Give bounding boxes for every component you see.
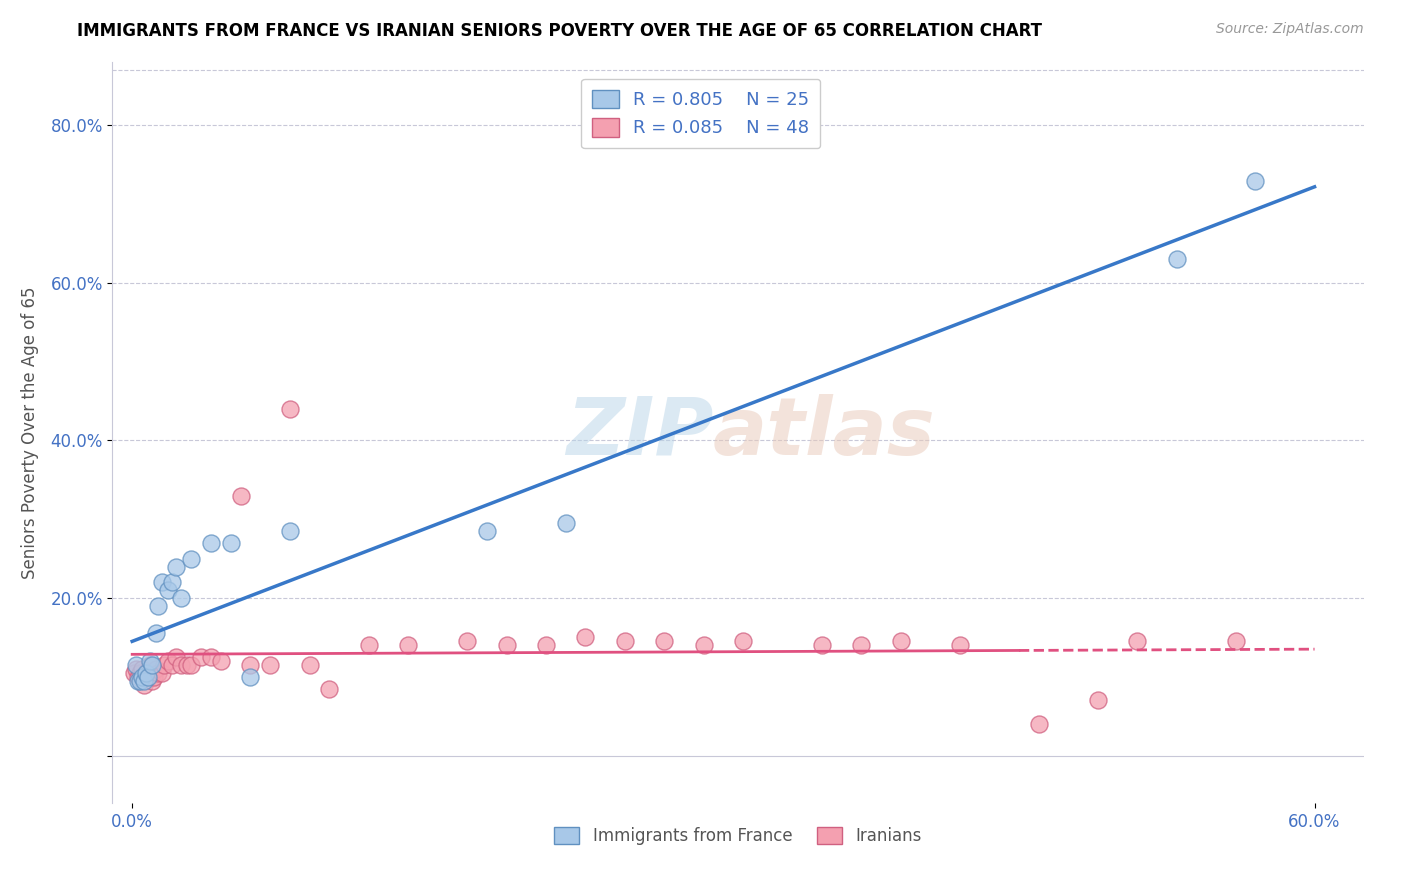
Y-axis label: Seniors Poverty Over the Age of 65: Seniors Poverty Over the Age of 65 [21, 286, 39, 579]
Point [146, 665, 169, 680]
Point [259, 657, 281, 672]
Point [125, 662, 148, 676]
Point [170, 657, 193, 672]
Point [139, 657, 162, 672]
Point [200, 536, 222, 550]
Point [127, 670, 149, 684]
Point [176, 657, 198, 672]
Point [396, 638, 419, 652]
Legend: Immigrants from France, Iranians: Immigrants from France, Iranians [546, 819, 931, 854]
Point [129, 673, 152, 688]
Point [652, 634, 675, 648]
Point [142, 670, 165, 684]
Point [554, 516, 576, 531]
Point [278, 524, 301, 538]
Point [146, 599, 169, 613]
Point [131, 662, 153, 676]
Point [165, 559, 187, 574]
Point [1225, 634, 1247, 648]
Point [136, 670, 159, 684]
Point [135, 665, 157, 680]
Point [692, 638, 714, 652]
Point [229, 489, 252, 503]
Point [357, 638, 380, 652]
Point [219, 536, 242, 550]
Text: ZIP: ZIP [565, 393, 713, 472]
Point [132, 678, 155, 692]
Point [1126, 634, 1149, 648]
Point [890, 634, 912, 648]
Point [1244, 173, 1267, 187]
Point [122, 665, 145, 680]
Point [574, 631, 596, 645]
Point [129, 665, 152, 680]
Point [1087, 693, 1109, 707]
Point [170, 591, 193, 605]
Point [318, 681, 340, 696]
Point [239, 670, 262, 684]
Point [160, 575, 183, 590]
Point [131, 670, 153, 684]
Point [613, 634, 636, 648]
Point [141, 673, 163, 688]
Point [278, 402, 301, 417]
Point [733, 634, 755, 648]
Point [152, 657, 174, 672]
Point [495, 638, 517, 652]
Point [456, 634, 478, 648]
Point [125, 657, 148, 672]
Point [851, 638, 873, 652]
Text: IMMIGRANTS FROM FRANCE VS IRANIAN SENIORS POVERTY OVER THE AGE OF 65 CORRELATION: IMMIGRANTS FROM FRANCE VS IRANIAN SENIOR… [77, 22, 1042, 40]
Point [127, 673, 149, 688]
Point [156, 654, 179, 668]
Point [139, 654, 162, 668]
Point [160, 657, 183, 672]
Point [949, 638, 972, 652]
Point [145, 662, 167, 676]
Point [145, 626, 167, 640]
Point [534, 638, 557, 652]
Point [135, 665, 157, 680]
Point [165, 650, 187, 665]
Point [239, 657, 262, 672]
Point [156, 583, 179, 598]
Point [1028, 717, 1050, 731]
Text: atlas: atlas [713, 393, 936, 472]
Point [1166, 252, 1188, 267]
Point [200, 650, 222, 665]
Point [298, 657, 321, 672]
Point [475, 524, 498, 538]
Point [136, 670, 159, 684]
Text: Source: ZipAtlas.com: Source: ZipAtlas.com [1216, 22, 1364, 37]
Point [209, 654, 232, 668]
Point [150, 575, 173, 590]
Point [180, 551, 202, 566]
Point [141, 657, 163, 672]
Point [150, 665, 173, 680]
Point [180, 657, 202, 672]
Point [132, 673, 155, 688]
Point [811, 638, 834, 652]
Point [190, 650, 212, 665]
